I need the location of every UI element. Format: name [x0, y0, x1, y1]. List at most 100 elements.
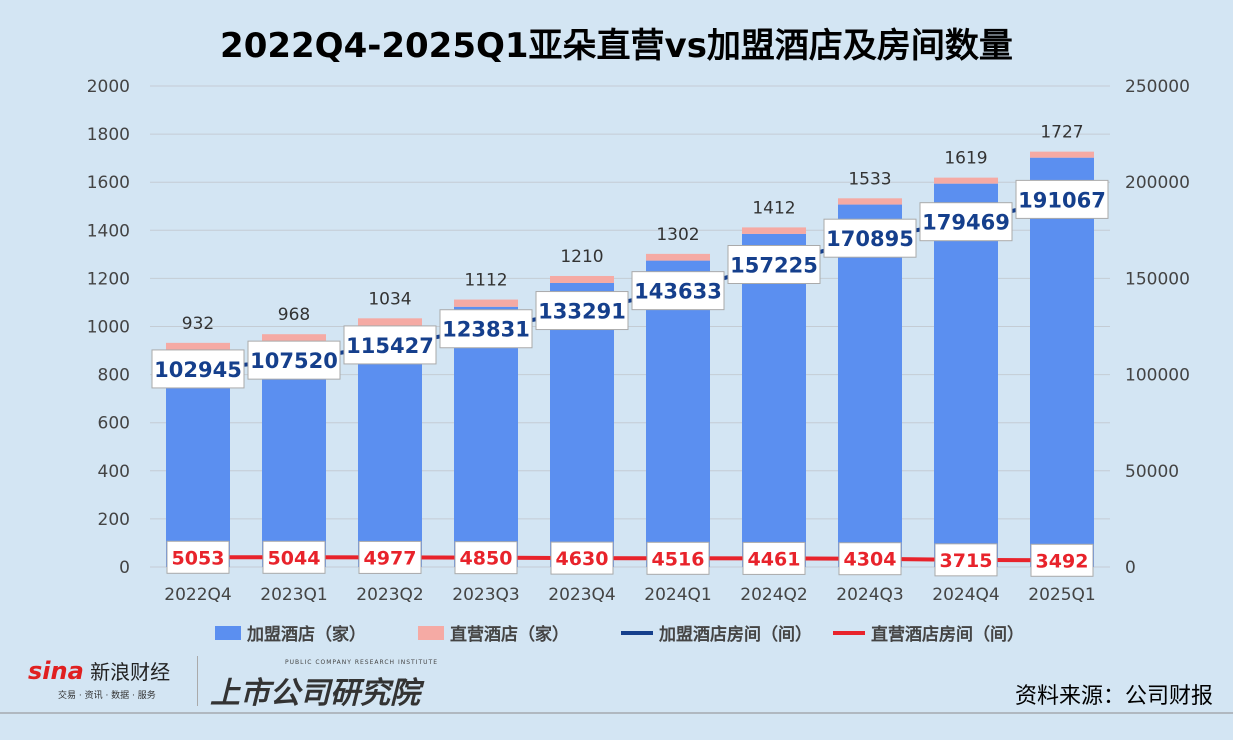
- right-tick-label: 250000: [1125, 77, 1190, 97]
- bar-direct: [934, 177, 998, 184]
- right-tick-label: 50000: [1125, 462, 1179, 482]
- data-label-box: [631, 271, 725, 311]
- data-label-box: [454, 541, 518, 575]
- bar-direct: [262, 334, 326, 343]
- legend-label: 直营酒店房间（间）: [871, 624, 1024, 645]
- data-label: 133291: [538, 300, 626, 324]
- data-label: 3492: [1036, 550, 1089, 572]
- data-label: 4461: [748, 548, 801, 570]
- x-tick-label: 2023Q2: [356, 585, 423, 605]
- data-label-box: [1015, 179, 1109, 219]
- logo-divider: [197, 656, 198, 706]
- bar-direct: [838, 198, 902, 205]
- right-tick-label: 200000: [1125, 173, 1190, 193]
- data-label: 5053: [172, 547, 225, 569]
- data-label-box: [439, 309, 533, 349]
- bar-franchised: [358, 325, 422, 567]
- bar-direct: [742, 227, 806, 234]
- data-label-box: [343, 325, 437, 365]
- data-label-box: [919, 202, 1013, 242]
- chart-title: 2022Q4-2025Q1亚朵直营vs加盟酒店及房间数量: [220, 26, 1013, 66]
- left-tick-label: 800: [98, 366, 130, 386]
- data-label-box: [550, 541, 614, 575]
- x-tick-label: 2023Q4: [548, 585, 615, 605]
- data-label-box: [535, 291, 629, 331]
- total-label: 1112: [464, 271, 507, 291]
- data-label-box: [262, 540, 326, 574]
- data-label-box: [838, 542, 902, 576]
- data-label-box: [358, 540, 422, 574]
- data-label: 179469: [922, 211, 1010, 235]
- data-label: 115427: [346, 334, 434, 358]
- left-tick-label: 200: [98, 510, 130, 530]
- data-label-box: [151, 349, 245, 389]
- x-tick-label: 2023Q1: [260, 585, 327, 605]
- bar-franchised: [1030, 157, 1094, 567]
- left-tick-label: 1400: [87, 221, 130, 241]
- bar-franchised: [838, 204, 902, 567]
- x-tick-label: 2024Q1: [644, 585, 711, 605]
- right-tick-label: 100000: [1125, 366, 1190, 386]
- bar-direct: [358, 318, 422, 326]
- left-tick-label: 1200: [87, 269, 130, 289]
- total-label: 1210: [560, 247, 603, 267]
- x-tick-label: 2024Q3: [836, 585, 903, 605]
- line-franchised-rooms: [197, 197, 1063, 371]
- left-tick-label: 400: [98, 462, 130, 482]
- left-tick-label: 1000: [87, 318, 130, 338]
- data-label: 191067: [1018, 188, 1106, 212]
- data-label: 3715: [940, 550, 993, 572]
- bar-franchised: [454, 306, 518, 567]
- data-label: 143633: [634, 280, 722, 304]
- line-direct-rooms: [197, 555, 1063, 563]
- legend-label: 直营酒店（家）: [450, 624, 569, 645]
- legend-label: 加盟酒店（家）: [246, 624, 366, 645]
- data-label-box: [1030, 543, 1094, 577]
- data-label: 107520: [250, 349, 338, 373]
- source-note: 资料来源：公司财报: [1014, 684, 1213, 709]
- x-tick-label: 2022Q4: [164, 585, 231, 605]
- left-tick-label: 2000: [87, 77, 130, 97]
- bar-direct: [166, 342, 230, 352]
- institute-logo-subtitle: PUBLIC COMPANY RESEARCH INSTITUTE: [285, 659, 438, 666]
- total-label: 1619: [944, 149, 987, 169]
- left-tick-label: 0: [119, 558, 130, 578]
- legend-swatch: [215, 626, 241, 640]
- x-tick-label: 2025Q1: [1028, 585, 1095, 605]
- data-label: 157225: [730, 253, 818, 277]
- sina-logo-subtitle: 交易 · 资讯 · 数据 · 服务: [58, 691, 156, 701]
- data-label-box: [247, 340, 341, 380]
- total-label: 968: [278, 305, 310, 325]
- x-tick-label: 2024Q4: [932, 585, 999, 605]
- total-label: 1533: [848, 169, 891, 189]
- right-tick-label: 150000: [1125, 269, 1190, 289]
- total-label: 1727: [1040, 123, 1083, 143]
- bar-direct: [454, 299, 518, 307]
- data-label-box: [166, 540, 230, 574]
- bar-franchised: [550, 282, 614, 567]
- data-label-box: [934, 543, 998, 577]
- data-label: 102945: [154, 358, 242, 382]
- bar-direct: [646, 253, 710, 261]
- right-tick-label: 0: [1125, 558, 1136, 578]
- data-label: 4304: [844, 549, 897, 571]
- total-label: 932: [182, 314, 214, 334]
- total-label: 1412: [752, 198, 795, 218]
- data-label-box: [742, 541, 806, 575]
- total-label: 1034: [368, 289, 411, 309]
- x-tick-label: 2024Q2: [740, 585, 807, 605]
- bar-direct: [550, 275, 614, 283]
- left-tick-label: 600: [98, 414, 130, 434]
- data-label: 4850: [460, 548, 513, 570]
- data-label-box: [727, 244, 821, 284]
- data-label-box: [646, 541, 710, 575]
- data-label-box: [823, 218, 917, 258]
- data-label: 4977: [364, 547, 417, 569]
- data-label: 4630: [556, 548, 609, 570]
- institute-logo: 上市公司研究院: [210, 676, 420, 711]
- bar-franchised: [934, 183, 998, 567]
- left-tick-label: 1600: [87, 173, 130, 193]
- legend-swatch: [418, 626, 444, 640]
- left-tick-label: 1800: [87, 125, 130, 145]
- footer-divider: [0, 712, 1233, 714]
